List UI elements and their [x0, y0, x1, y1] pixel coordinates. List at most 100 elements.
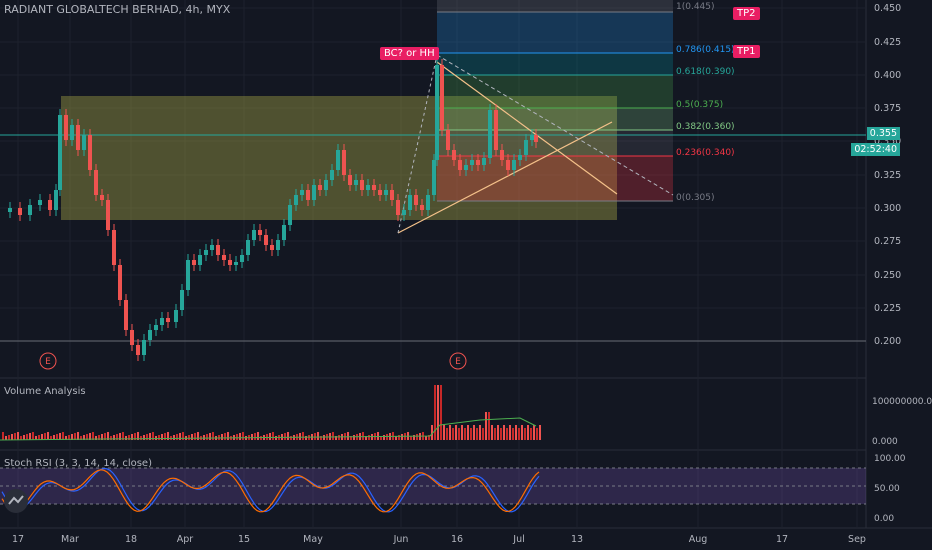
candle-body	[446, 130, 450, 150]
candle-body	[112, 230, 116, 265]
candle-body	[186, 260, 190, 290]
volume-bar	[203, 435, 205, 440]
volume-bar	[227, 432, 229, 440]
candle-body	[470, 160, 474, 165]
volume-bar	[206, 434, 208, 440]
price-tick-label: 0.250	[874, 270, 901, 281]
volume-bar	[53, 435, 55, 440]
trend-line-lower	[397, 121, 613, 234]
tradingview-logo-icon[interactable]	[4, 489, 28, 513]
candle-body	[378, 190, 382, 195]
volume-bar	[116, 434, 118, 440]
candle-body	[488, 110, 492, 158]
candle-body	[432, 160, 436, 195]
countdown-badge: 02:52:40	[851, 143, 900, 156]
candles	[8, 59, 538, 361]
volume-bar	[50, 436, 52, 440]
volume-bar	[188, 435, 190, 440]
volume-bar	[512, 428, 514, 440]
candle-body	[476, 160, 480, 165]
volume-bar	[530, 428, 532, 440]
candle-body	[306, 190, 310, 200]
price-tick-label: 0.400	[874, 70, 901, 81]
time-axis-label: 13	[571, 534, 583, 545]
candle-body	[348, 175, 352, 185]
price-tick-label: 0.200	[874, 336, 901, 347]
volume-bar	[380, 436, 382, 440]
volume-bar	[515, 425, 517, 440]
candle-body	[408, 195, 412, 210]
time-axis-label: Sep	[848, 534, 866, 545]
price-tick-label: 0.450	[874, 3, 901, 14]
stoch-tick-label: 100.00	[874, 454, 906, 464]
candle-body	[54, 190, 58, 210]
volume-bar	[239, 433, 241, 440]
volume-bar	[8, 435, 10, 440]
fib-zone	[437, 53, 673, 75]
volume-bar	[164, 433, 166, 440]
volume-bar	[509, 425, 511, 440]
candle-body	[312, 185, 316, 200]
volume-bar	[410, 436, 412, 440]
candle-body	[264, 235, 268, 245]
symbol-title[interactable]: RADIANT GLOBALTECH BERHAD, 4h, MYX	[4, 3, 231, 16]
volume-bar	[338, 435, 340, 440]
volume-bar	[320, 436, 322, 440]
candle-body	[282, 225, 286, 240]
candle-body	[94, 170, 98, 195]
volume-bar	[299, 433, 301, 440]
candle-body	[174, 310, 178, 322]
candle-body	[28, 205, 32, 215]
volume-ma-line	[0, 417, 537, 441]
candle-body	[372, 185, 376, 190]
time-axis-label: Jun	[393, 534, 409, 545]
volume-bar	[479, 425, 481, 440]
volume-bar	[353, 435, 355, 440]
volume-bar	[65, 436, 67, 440]
volume-bar	[38, 435, 40, 440]
trend-line-upper	[436, 61, 618, 195]
volume-bar	[11, 434, 13, 440]
fib-level-label: 0(0.305)	[676, 193, 715, 203]
volume-bar	[323, 435, 325, 440]
volume-bar	[428, 435, 430, 440]
fib-zone	[437, 12, 673, 53]
candle-body	[124, 300, 128, 330]
candle-body	[58, 115, 62, 190]
earnings-marker-icon	[449, 352, 467, 370]
volume-bar	[62, 432, 64, 440]
candle-body	[500, 150, 504, 160]
volume-tick-label: 100000000.000	[872, 397, 932, 407]
candle-body	[192, 260, 196, 265]
candle-body	[154, 325, 158, 330]
time-axis-label: 15	[238, 534, 250, 545]
volume-bar	[134, 433, 136, 440]
volume-bar	[32, 432, 34, 440]
fib-zone	[437, 0, 673, 12]
volume-bar	[44, 433, 46, 440]
volume-bar	[305, 436, 307, 440]
fib-zone	[437, 75, 673, 108]
volume-bar	[74, 433, 76, 440]
candle-body	[18, 208, 22, 215]
stoch-pane-title[interactable]: Stoch RSI (3, 3, 14, 14, close)	[4, 458, 152, 469]
volume-bar	[191, 434, 193, 440]
time-axis-label: May	[303, 534, 323, 545]
candle-body	[435, 65, 439, 160]
candle-body	[324, 180, 328, 190]
volume-bar	[425, 436, 427, 440]
volume-bar	[77, 432, 79, 440]
volume-bar	[224, 433, 226, 440]
candle-body	[216, 245, 220, 255]
candle-body	[166, 318, 170, 322]
volume-bar	[266, 434, 268, 440]
volume-pane-title[interactable]: Volume Analysis	[4, 386, 86, 397]
volume-bar	[131, 434, 133, 440]
volume-bar	[113, 435, 115, 440]
volume-bar	[467, 425, 469, 440]
volume-bar	[29, 433, 31, 440]
volume-bar	[56, 434, 58, 440]
candle-body	[180, 290, 184, 310]
